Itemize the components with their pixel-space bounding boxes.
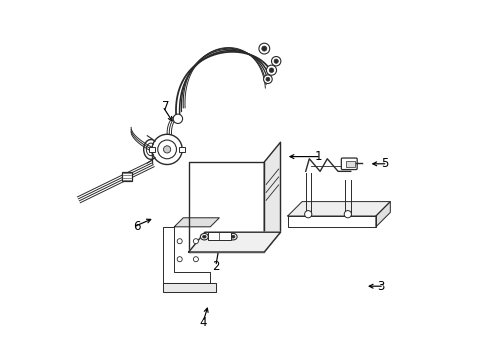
Text: 7: 7 <box>161 100 169 113</box>
Circle shape <box>261 46 266 51</box>
Polygon shape <box>163 227 210 283</box>
Circle shape <box>173 114 182 123</box>
Text: 2: 2 <box>211 260 219 273</box>
FancyBboxPatch shape <box>341 158 356 170</box>
Ellipse shape <box>200 233 208 240</box>
Polygon shape <box>287 202 389 216</box>
Circle shape <box>258 43 269 54</box>
Circle shape <box>265 77 269 81</box>
Circle shape <box>193 239 198 244</box>
Circle shape <box>271 57 280 66</box>
Circle shape <box>177 257 182 262</box>
Bar <box>207 233 231 240</box>
Circle shape <box>266 65 276 75</box>
Circle shape <box>344 211 351 218</box>
Polygon shape <box>174 218 219 227</box>
Bar <box>346 161 355 167</box>
Polygon shape <box>163 283 215 292</box>
Ellipse shape <box>229 233 237 240</box>
Bar <box>179 147 185 152</box>
Polygon shape <box>287 216 375 227</box>
Text: 5: 5 <box>381 157 388 170</box>
Circle shape <box>273 59 278 63</box>
Ellipse shape <box>231 235 234 238</box>
Polygon shape <box>188 162 264 252</box>
Circle shape <box>177 239 182 244</box>
Circle shape <box>193 257 198 262</box>
Text: 3: 3 <box>377 280 384 293</box>
Text: 4: 4 <box>199 316 206 329</box>
Circle shape <box>263 75 272 84</box>
Bar <box>122 172 132 181</box>
Polygon shape <box>264 142 280 252</box>
Circle shape <box>269 68 273 72</box>
Polygon shape <box>375 202 389 227</box>
Circle shape <box>152 134 182 165</box>
Circle shape <box>304 211 311 218</box>
Text: 1: 1 <box>314 150 322 163</box>
Ellipse shape <box>202 235 206 238</box>
Circle shape <box>158 140 176 159</box>
Polygon shape <box>188 232 280 252</box>
Circle shape <box>163 146 170 153</box>
Bar <box>149 147 155 152</box>
Text: 6: 6 <box>132 220 140 233</box>
